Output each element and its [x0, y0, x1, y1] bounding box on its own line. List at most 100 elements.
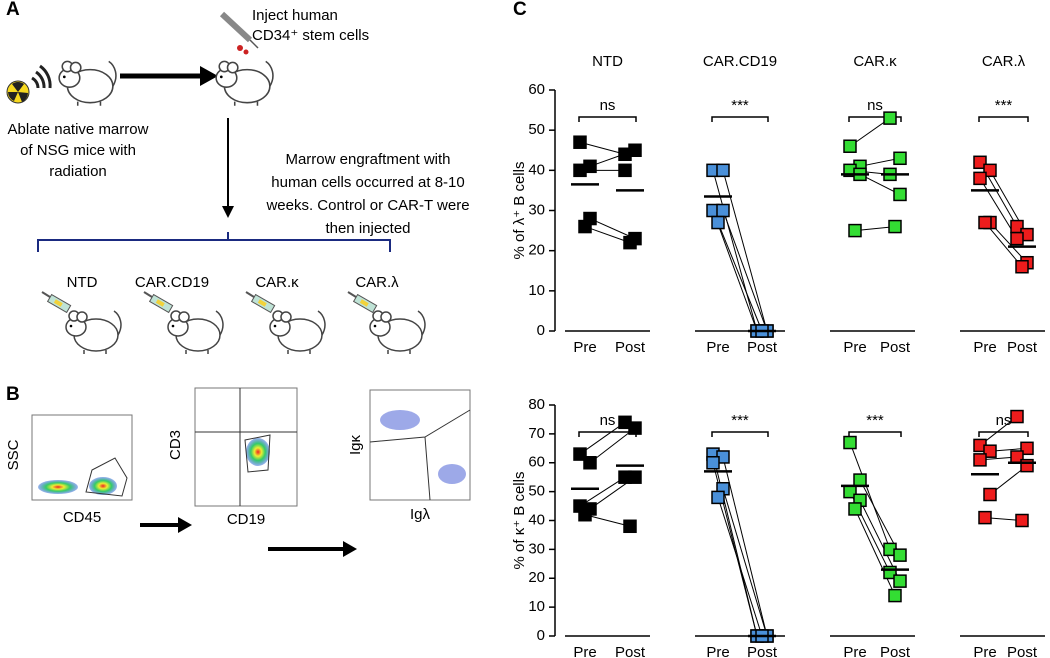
pair-line [579, 141, 626, 155]
significance: *** [866, 412, 884, 429]
data-point [716, 203, 730, 218]
data-point [573, 447, 587, 461]
data-point [893, 548, 907, 562]
data-point [1010, 409, 1024, 424]
data-point [883, 111, 897, 125]
group-name: CAR.κ [853, 53, 897, 70]
group-name: NTD [592, 53, 623, 70]
y-tick-label: 0 [537, 627, 545, 644]
x-tick-label: Pre [573, 339, 596, 356]
significance: ns [600, 97, 616, 114]
data-point [1015, 259, 1029, 274]
group-name: CAR.λ [982, 53, 1026, 70]
data-point [978, 215, 992, 230]
pair-line [589, 427, 636, 464]
data-point [573, 163, 587, 178]
pair-line [984, 222, 1023, 268]
y-tick-label: 50 [528, 121, 545, 138]
data-point [893, 151, 907, 166]
y-axis-label: % of κ⁺ B cells [511, 472, 528, 570]
data-point [848, 502, 862, 516]
y-tick-label: 20 [528, 242, 545, 259]
data-point [716, 163, 730, 178]
data-point [1010, 231, 1024, 246]
data-point [1020, 441, 1034, 456]
panel-label: C [513, 0, 527, 20]
x-tick-label: Post [880, 644, 911, 658]
radiation-icon [6, 64, 52, 104]
significance-bracket [848, 116, 902, 122]
significance-bracket [848, 431, 902, 437]
y-tick-label: 60 [528, 81, 545, 98]
x-tick-label: Pre [843, 339, 866, 356]
x-tick-label: Pre [973, 339, 996, 356]
flow-y-label: SSC [5, 439, 22, 470]
x-tick-label: Pre [843, 644, 866, 658]
data-point [583, 456, 597, 470]
pair-line [584, 226, 631, 244]
data-point [578, 507, 592, 522]
data-point [1015, 513, 1029, 528]
y-tick-label: 0 [537, 322, 545, 339]
step-text: then injected [325, 220, 410, 237]
y-axis-label: % of λ⁺ B cells [511, 162, 528, 260]
flow-plots [31, 387, 471, 557]
data-point [623, 235, 637, 250]
significance-bracket [578, 116, 637, 122]
group-label: NTD [67, 274, 98, 291]
x-tick-label: Post [615, 339, 646, 356]
x-tick-label: Post [747, 644, 778, 658]
pair-line [712, 210, 758, 332]
panel-label: A [6, 0, 20, 20]
pair-line [579, 476, 626, 507]
significance-bracket [711, 431, 769, 437]
significance: ns [600, 412, 616, 429]
data-point [978, 510, 992, 525]
significance-bracket [711, 116, 769, 122]
flow-y-label: Igκ [347, 434, 364, 455]
x-tick-label: Pre [706, 644, 729, 658]
data-point [973, 171, 987, 186]
arrow [200, 66, 218, 86]
data-point [628, 470, 642, 484]
data-point [711, 215, 725, 230]
y-tick-label: 60 [528, 454, 545, 471]
x-tick-label: Pre [573, 644, 596, 658]
step-text: CD34⁺ stem cells [252, 27, 369, 44]
mouse [215, 60, 274, 107]
pair-line [849, 442, 891, 550]
step-text: Marrow engraftment with [285, 151, 450, 168]
data-point [628, 143, 642, 157]
significance-bracket [978, 431, 1029, 437]
pair-line [854, 508, 896, 596]
data-point [983, 444, 997, 458]
y-tick-label: 20 [528, 569, 545, 586]
step-text: human cells occurred at 8-10 [271, 174, 464, 191]
data-point [888, 588, 902, 603]
syringe [219, 11, 259, 55]
panel-label: B [6, 384, 20, 405]
group-label: CAR.CD19 [135, 274, 209, 291]
step-text: Ablate native marrow [8, 121, 149, 138]
data-point [1020, 458, 1034, 473]
pair-line [712, 170, 758, 332]
step-text: Inject human [252, 7, 338, 24]
y-tick-label: 40 [528, 161, 545, 178]
x-tick-label: Pre [706, 339, 729, 356]
arrow [222, 206, 234, 218]
y-tick-label: 40 [528, 511, 545, 528]
y-tick-label: 30 [528, 540, 545, 557]
significance: *** [731, 412, 749, 429]
flow-x-label: CD19 [227, 511, 265, 528]
x-tick-label: Post [880, 339, 911, 356]
x-tick-label: Post [1007, 644, 1038, 658]
group-label: CAR.κ [255, 274, 299, 291]
flow-y-label: CD3 [167, 430, 184, 460]
pair-line [589, 218, 636, 240]
step-text: weeks. Control or CAR-T were [265, 197, 469, 214]
data-point [983, 487, 997, 502]
significance: *** [731, 97, 749, 114]
data-point [618, 163, 632, 178]
flow-x-label: Igλ [410, 506, 431, 523]
data-point [848, 223, 862, 238]
